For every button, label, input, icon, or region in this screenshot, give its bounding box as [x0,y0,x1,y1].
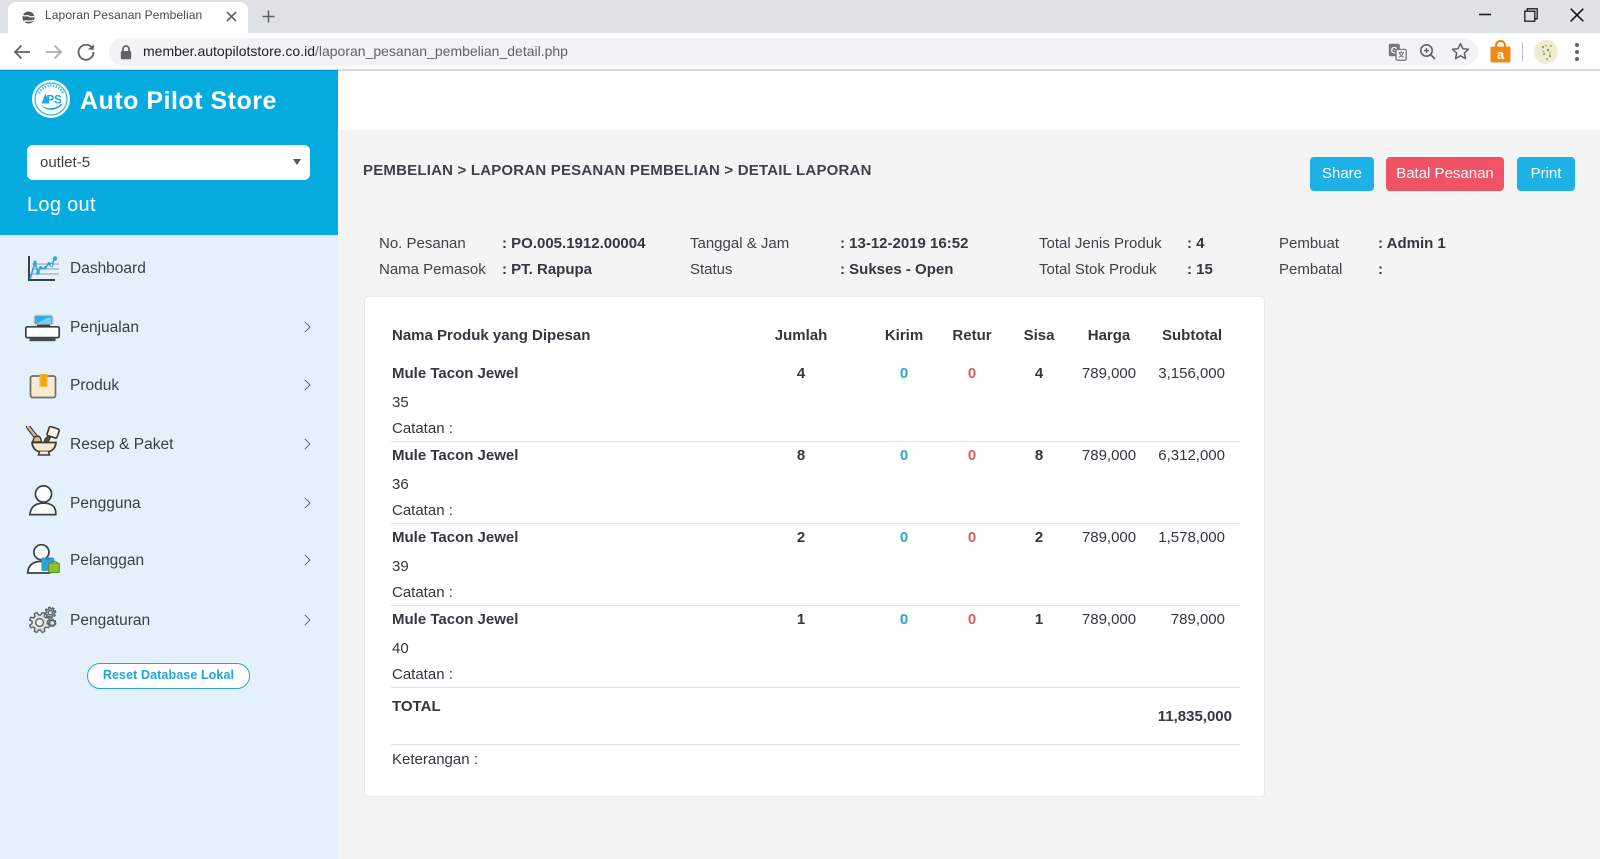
svg-text:a: a [1497,47,1505,62]
svg-text:PS: PS [47,95,63,107]
svg-text:G: G [1391,45,1398,55]
